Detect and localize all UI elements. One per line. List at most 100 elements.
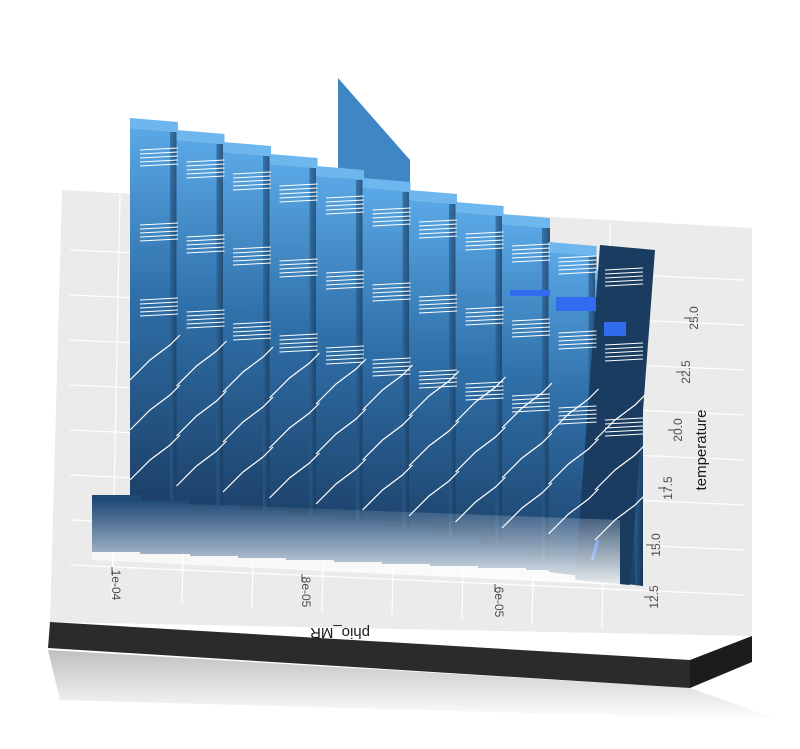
contour-stroke xyxy=(418,298,458,302)
contour-curve xyxy=(548,438,599,485)
bar-top xyxy=(130,118,178,132)
contour-stroke xyxy=(232,258,272,262)
bar-side xyxy=(402,192,411,546)
contour-stroke xyxy=(465,381,504,385)
contour-curve xyxy=(455,376,506,423)
contour-stroke xyxy=(186,313,225,317)
contour-stroke xyxy=(139,147,179,151)
bar-right-slab xyxy=(575,245,655,585)
contour-stroke xyxy=(139,222,179,226)
contour-stroke xyxy=(372,211,411,215)
contour-stroke xyxy=(232,325,272,329)
contour-curve xyxy=(548,388,599,435)
bar-top xyxy=(223,142,271,156)
contour-stroke xyxy=(604,275,644,279)
contour-stroke xyxy=(558,330,597,334)
contour-stroke xyxy=(604,271,644,275)
bar-top xyxy=(269,154,318,168)
contour-curve xyxy=(222,396,274,443)
contour-stroke xyxy=(511,334,551,338)
contour-stroke xyxy=(279,191,318,195)
contour-stroke xyxy=(604,429,644,433)
contour-stroke xyxy=(279,333,318,337)
contour-curve xyxy=(129,334,181,381)
y-tick-label: 22.5 xyxy=(679,360,693,384)
contour-stroke xyxy=(186,163,225,167)
contour-stroke xyxy=(604,342,644,346)
contour-stroke xyxy=(604,346,644,350)
contour-stroke xyxy=(372,357,411,361)
bar-top xyxy=(176,130,225,144)
contour-stroke xyxy=(418,302,458,306)
contour-stroke xyxy=(325,199,365,203)
base-slab-front xyxy=(48,622,690,688)
contour-curve xyxy=(222,346,274,393)
contour-stroke xyxy=(465,239,504,243)
contour-curve xyxy=(176,390,227,437)
contour-curve xyxy=(269,352,320,399)
contour-stroke xyxy=(186,317,225,321)
contour-stroke xyxy=(372,207,411,211)
contour-stroke xyxy=(232,262,272,266)
contour-stroke xyxy=(139,238,179,242)
contour-stroke xyxy=(325,195,365,199)
contour-stroke xyxy=(232,246,272,250)
contour-stroke xyxy=(139,230,179,234)
contour-stroke xyxy=(558,342,597,346)
contour-stroke xyxy=(279,270,318,274)
contour-stroke xyxy=(511,330,551,334)
contour-stroke xyxy=(511,405,551,409)
contour-stroke xyxy=(279,337,318,341)
bar-side xyxy=(495,216,504,562)
x-tick-label: 1e-04 xyxy=(109,570,123,601)
contour-stroke xyxy=(465,385,504,389)
x-tick-label: 6e-05 xyxy=(492,587,506,618)
contour-curve xyxy=(222,446,274,493)
contour-stroke xyxy=(558,263,597,267)
contour-stroke xyxy=(372,294,411,298)
contour-stroke xyxy=(325,361,365,365)
contour-stroke xyxy=(465,310,504,314)
contour-stroke xyxy=(511,259,551,263)
contour-stroke xyxy=(186,250,225,254)
contour-stroke xyxy=(418,231,458,235)
contour-stroke xyxy=(325,207,365,211)
contour-stroke xyxy=(511,243,551,247)
contour-stroke xyxy=(558,259,597,263)
contour-stroke xyxy=(465,243,504,247)
contour-stroke xyxy=(511,401,551,405)
contour-stroke xyxy=(279,341,318,345)
contour-stroke xyxy=(604,350,644,354)
contour-stroke xyxy=(139,313,179,317)
contour-stroke xyxy=(279,274,318,278)
contour-stroke xyxy=(232,337,272,341)
contour-stroke xyxy=(325,203,365,207)
contour-stroke xyxy=(418,369,458,373)
highlight-mark xyxy=(510,290,550,296)
bar-top xyxy=(502,214,550,228)
contour-stroke xyxy=(604,283,644,287)
contour-stroke xyxy=(139,305,179,309)
contour-stroke xyxy=(372,369,411,373)
contour-curve xyxy=(408,470,460,517)
contour-stroke xyxy=(511,397,551,401)
contour-curve xyxy=(129,384,181,431)
contour-stroke xyxy=(558,255,597,259)
bar-top xyxy=(409,190,457,204)
contour-stroke xyxy=(279,187,318,191)
contour-curve xyxy=(501,382,553,429)
contour-stroke xyxy=(232,250,272,254)
contour-stroke xyxy=(186,167,225,171)
contour-stroke xyxy=(186,159,225,163)
contour-stroke xyxy=(325,286,365,290)
contour-stroke xyxy=(604,417,644,421)
contour-stroke xyxy=(232,187,272,191)
bar-slice xyxy=(502,224,550,570)
contour-stroke xyxy=(604,425,644,429)
contour-stroke xyxy=(465,397,504,401)
contour-curve xyxy=(315,358,367,405)
contour-stroke xyxy=(279,345,318,349)
contour-stroke xyxy=(511,322,551,326)
contour-stroke xyxy=(139,309,179,313)
bar-slice xyxy=(409,200,457,554)
